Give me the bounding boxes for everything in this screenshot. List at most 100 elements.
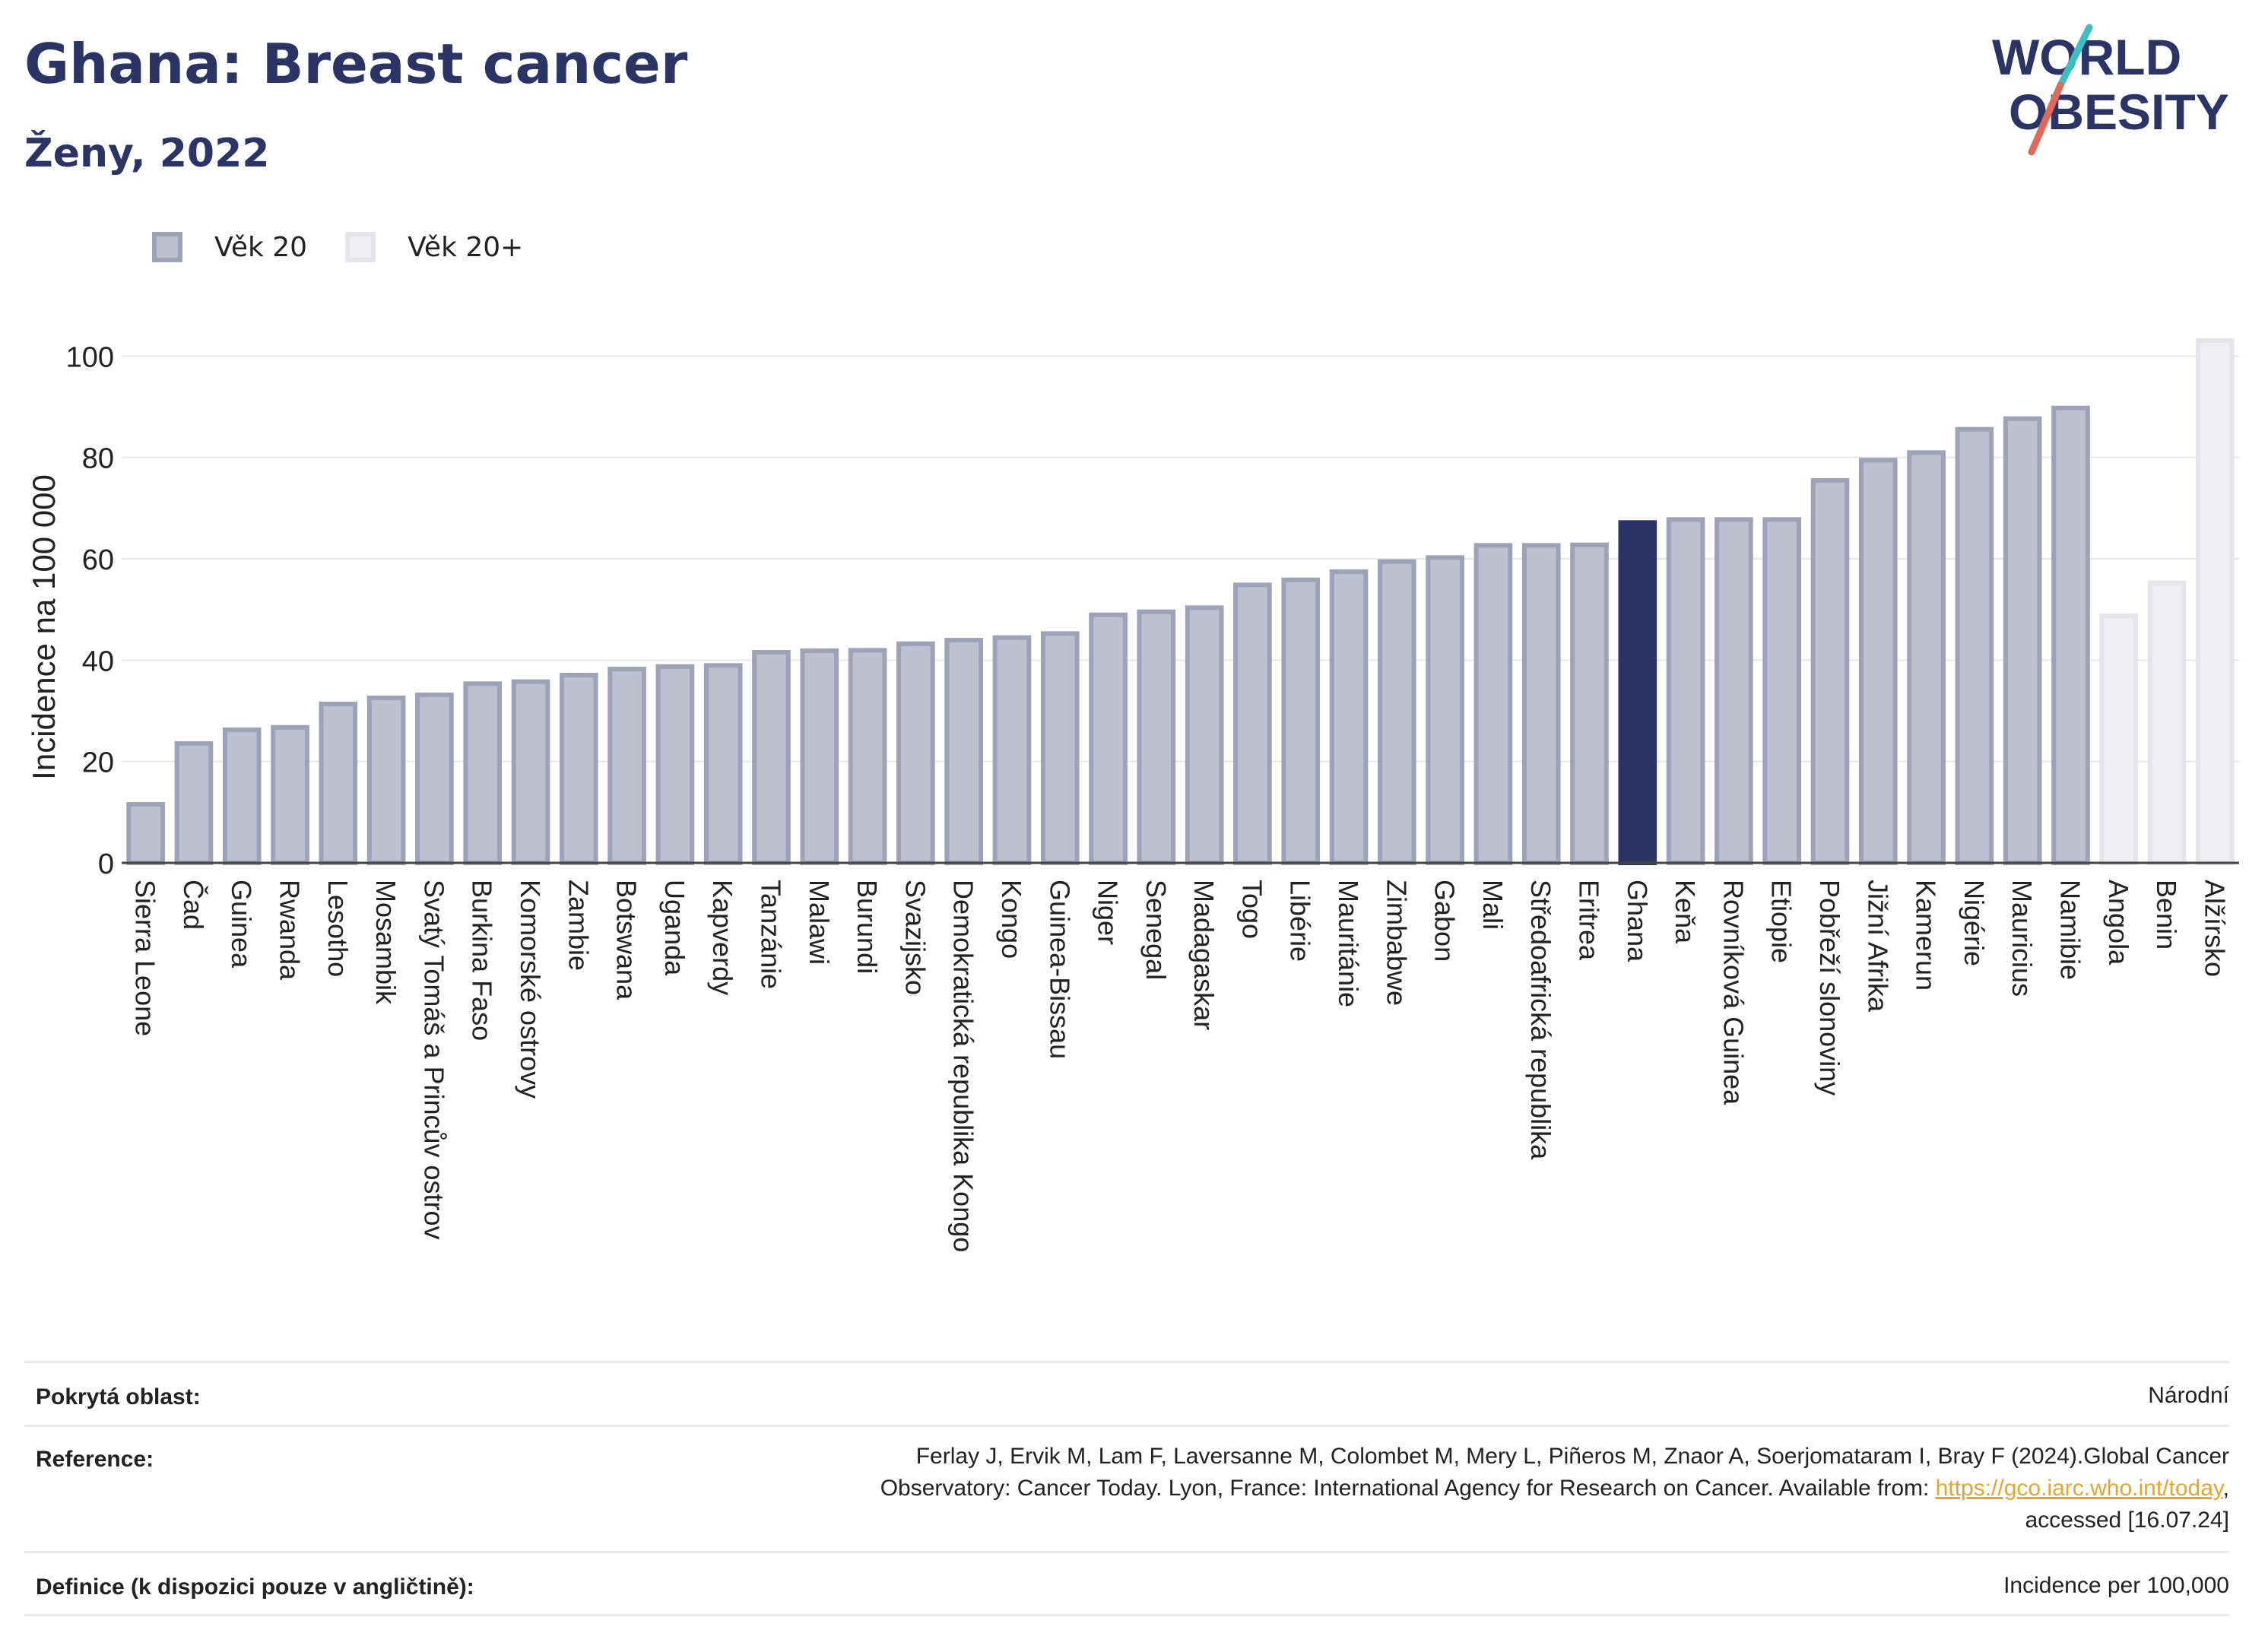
x-tick-label: Alžírsko	[2199, 880, 2230, 977]
bar	[1473, 543, 1513, 865]
x-tick-label: Tanzánie	[755, 880, 786, 989]
reference-link[interactable]: https://gco.iarc.who.int/today	[1935, 1476, 2223, 1501]
bar	[1907, 450, 1946, 866]
bar	[319, 702, 358, 865]
x-tick-label: Senegal	[1140, 880, 1172, 980]
x-tick-label: Demokratická republika Kongo	[948, 880, 979, 1252]
bar	[463, 681, 503, 865]
bar	[1281, 577, 1321, 865]
bar	[1089, 612, 1128, 865]
x-tick-label: Středoafrická republika	[1525, 880, 1556, 1160]
bar	[607, 667, 646, 865]
reference-line3: accessed [16.07.24]	[2025, 1508, 2229, 1533]
meta-row-coverage: Pokrytá oblast: Národní	[24, 1361, 2229, 1424]
definition-label: Definice (k dispozici pouze v angličtině…	[36, 1574, 474, 1600]
x-tick-label: Zimbabwe	[1381, 880, 1412, 1006]
bar	[703, 663, 743, 865]
page-subtitle: Ženy, 2022	[24, 131, 270, 176]
bar	[1810, 478, 1850, 865]
bar	[655, 664, 695, 865]
bar	[1666, 517, 1705, 865]
x-tick-label: Kapverdy	[707, 880, 738, 995]
x-tick-label: Ghana	[1622, 880, 1653, 962]
x-tick-label: Uganda	[659, 880, 690, 976]
bar	[1618, 520, 1657, 865]
reference-line2-text: Observatory: Cancer Today. Lyon, France:…	[880, 1476, 1936, 1501]
y-tick-label: 20	[82, 747, 114, 779]
x-tick-label: Jižní Afrika	[1862, 880, 1893, 1013]
definition-value: Incidence per 100,000	[2003, 1573, 2229, 1598]
x-tick-label: Mauritánie	[1333, 880, 1364, 1007]
x-tick-label: Keňa	[1670, 880, 1701, 944]
bar	[1715, 517, 1753, 865]
x-tick-label: Kongo	[996, 880, 1027, 959]
bar	[1040, 631, 1080, 865]
x-tick-label: Komorské ostrovy	[515, 880, 546, 1099]
bar	[415, 693, 454, 865]
x-tick-label: Niger	[1093, 880, 1124, 945]
reference-line1: Ferlay J, Ervik M, Lam F, Laversanne M, …	[915, 1444, 2229, 1469]
bar	[1858, 458, 1898, 866]
x-tick-label: Madagaskar	[1188, 880, 1220, 1030]
bar	[559, 673, 598, 865]
bar	[126, 802, 165, 865]
reference-label: Reference:	[36, 1447, 154, 1472]
logo-stroke-coral	[2028, 81, 2064, 156]
bar	[1329, 569, 1369, 865]
world-obesity-logo: WORLD OBESITY	[1992, 24, 2229, 156]
x-tick-label: Svazijsko	[899, 880, 931, 995]
x-tick-label: Burundi	[852, 880, 883, 974]
page-title: Ghana: Breast cancer	[24, 32, 688, 96]
bar	[366, 696, 406, 865]
y-tick-label: 60	[82, 544, 114, 576]
bar	[271, 725, 309, 866]
logo-stroke-teal	[2057, 24, 2093, 89]
bar	[2051, 405, 2090, 865]
bar	[1378, 559, 1416, 865]
bar	[222, 728, 262, 865]
x-tick-label: Mosambik	[370, 880, 401, 1005]
y-tick-label: 40	[82, 645, 114, 677]
bar	[1521, 543, 1561, 865]
x-tick-label: Burkina Faso	[467, 880, 498, 1041]
coverage-label: Pokrytá oblast:	[36, 1384, 201, 1409]
bar	[2003, 416, 2042, 865]
x-tick-label: Etiopie	[1766, 880, 1797, 963]
y-tick-label: 0	[98, 848, 114, 880]
legend-label-age20plus: Věk 20+	[408, 231, 524, 263]
x-tick-label: Gabon	[1429, 880, 1461, 962]
x-tick-label: Mali	[1477, 880, 1508, 930]
meta-row-reference: Reference: Ferlay J, Ervik M, Lam F, Lav…	[24, 1425, 2229, 1549]
x-tick-label: Guinea-Bissau	[1044, 880, 1075, 1059]
legend-swatch-age20	[152, 232, 182, 262]
legend-swatch-age20plus	[345, 232, 376, 262]
x-tick-label: Mauricius	[2006, 880, 2038, 997]
bar	[848, 648, 887, 865]
bar	[174, 741, 214, 865]
x-tick-label: Rovníková Guinea	[1718, 880, 1749, 1105]
chart-legend: Věk 20 Věk 20+	[152, 224, 561, 270]
x-tick-label: Angola	[2103, 880, 2134, 966]
y-tick-label: 100	[66, 341, 114, 373]
x-tick-label: Kamerun	[1911, 880, 1942, 991]
legend-label-age20: Věk 20	[214, 231, 308, 263]
bar-chart: 0 20 40 60 80 100 Incidence na 100 000 Sierra L…	[26, 338, 2239, 1252]
bar	[1137, 609, 1176, 865]
bar	[2196, 338, 2235, 865]
x-tick-label: Guinea	[226, 880, 257, 969]
x-tick-label: Rwanda	[274, 880, 306, 981]
legend-item-age20[interactable]: Věk 20	[152, 232, 307, 263]
bar	[992, 635, 1032, 865]
bar	[1762, 517, 1802, 865]
x-tick-label: Zambie	[563, 880, 594, 971]
x-tick-label: Eritrea	[1574, 880, 1605, 961]
bar	[752, 650, 791, 865]
y-axis-title: Incidence na 100 000	[26, 474, 62, 780]
legend-item-age20plus[interactable]: Věk 20+	[345, 232, 523, 263]
bar	[1426, 555, 1464, 865]
bar	[1185, 605, 1224, 865]
x-tick-label: Togo	[1236, 880, 1267, 939]
bar	[800, 648, 839, 865]
bar	[1570, 542, 1609, 865]
bar	[2147, 580, 2187, 865]
